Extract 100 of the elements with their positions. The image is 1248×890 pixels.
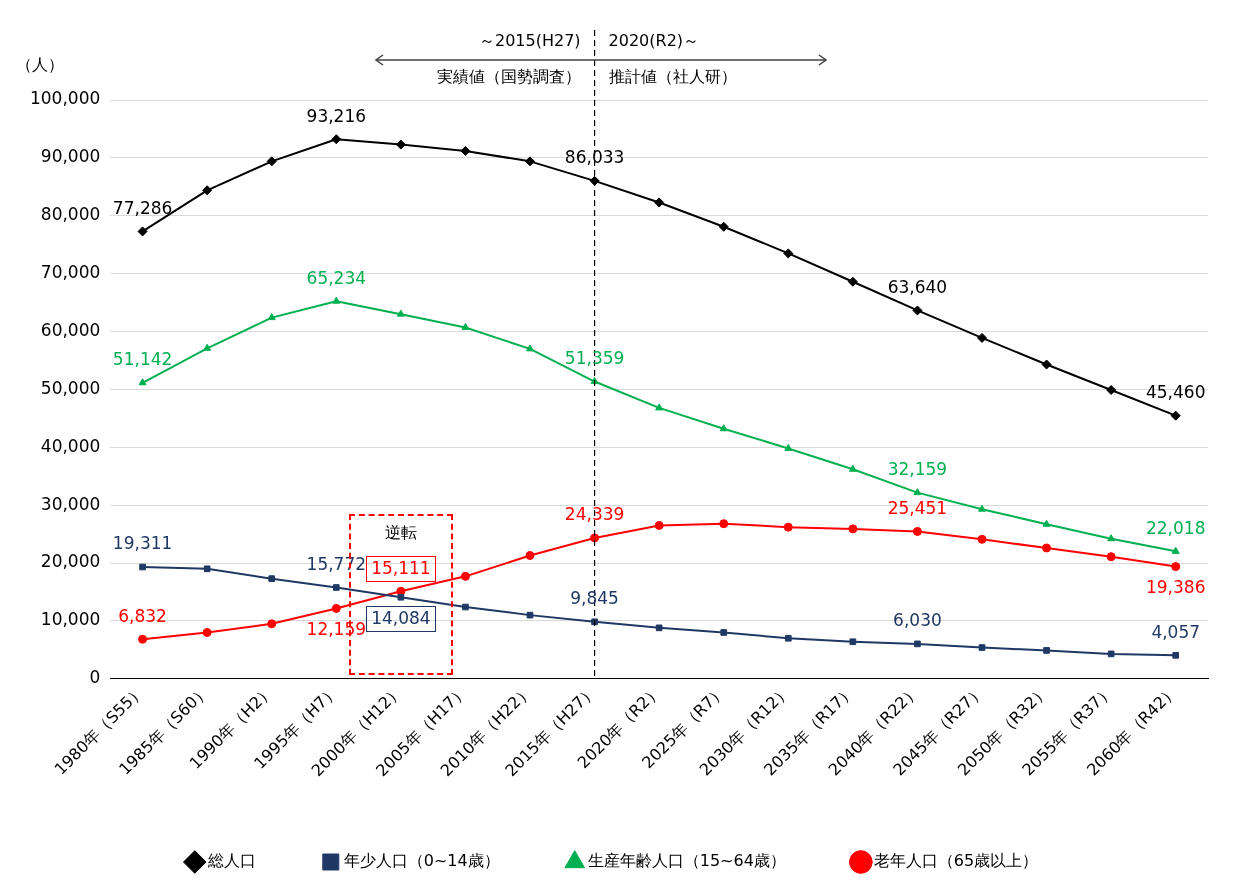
text: 推計値（社人研） [608, 67, 737, 87]
point [332, 584, 340, 591]
point [654, 197, 665, 208]
point [913, 488, 922, 496]
data-label: 45,460 [1145, 382, 1206, 403]
point [268, 575, 276, 582]
point [202, 185, 213, 196]
point [849, 638, 857, 646]
y-tick-label: 90,000 [40, 146, 101, 167]
data-label: 6,832 [118, 605, 167, 626]
text: ～2015(H27) [478, 31, 581, 51]
point [1171, 562, 1181, 572]
point [912, 526, 922, 536]
point [137, 226, 148, 237]
y-tick-label: 30,000 [40, 493, 101, 514]
point [396, 309, 405, 317]
y-tick-label: 0 [89, 667, 101, 688]
point [526, 344, 534, 352]
point [202, 627, 212, 637]
point [784, 634, 792, 642]
data-label: 12,159 [306, 618, 367, 639]
point [783, 522, 793, 532]
data-label: 15,772 [306, 553, 367, 574]
point [331, 134, 342, 145]
data-label: 63,640 [887, 276, 948, 297]
point [395, 139, 406, 150]
y-tick-label: 40,000 [40, 435, 101, 456]
point [203, 565, 211, 573]
y-tick-label: 60,000 [40, 319, 101, 340]
data-label: 15,111 [371, 557, 431, 578]
y-tick-label: 80,000 [40, 204, 101, 225]
y-tick-label: 70,000 [40, 262, 101, 283]
point [397, 593, 405, 601]
point [460, 571, 470, 581]
point [1107, 650, 1115, 658]
point [1043, 647, 1050, 654]
data-label: 19,311 [112, 533, 173, 554]
point [720, 629, 728, 636]
point [462, 603, 469, 611]
point [783, 248, 794, 259]
point [848, 524, 858, 534]
point [718, 221, 729, 232]
data-label: 19,386 [1145, 577, 1206, 597]
point [1106, 384, 1117, 395]
point [719, 424, 728, 432]
point [655, 403, 664, 411]
point [978, 504, 986, 512]
point [1172, 651, 1180, 659]
point [1106, 552, 1116, 562]
data-label: 93,216 [306, 105, 367, 126]
point [266, 156, 277, 167]
point [526, 611, 534, 619]
point [1042, 543, 1052, 553]
legend-label: 生産年齢人口（15~64歳） [587, 851, 786, 871]
y-tick-label: 50,000 [40, 377, 101, 398]
y-tick-label: 20,000 [40, 551, 101, 572]
point [139, 563, 146, 571]
data-label: 24,339 [564, 504, 625, 525]
point [655, 624, 663, 632]
point [847, 276, 858, 287]
data-label: 65,234 [306, 267, 367, 288]
data-label: 32,159 [887, 459, 948, 480]
point [1042, 519, 1051, 527]
point [719, 519, 729, 529]
point [848, 464, 857, 472]
text: 実績値（国勢調査） [436, 67, 581, 87]
point [138, 378, 147, 386]
point [203, 343, 212, 351]
y-axis-title: （人） [16, 55, 65, 75]
point [460, 145, 471, 156]
point [525, 551, 535, 561]
data-label: 51,142 [112, 349, 173, 370]
data-label: 25,451 [887, 497, 948, 518]
point [461, 322, 470, 330]
point [1171, 546, 1180, 554]
y-tick-label: 100,000 [29, 88, 101, 109]
point [1041, 359, 1052, 370]
point [978, 644, 986, 651]
point [914, 640, 921, 648]
legend-label: 年少人口（0~14歳） [343, 851, 500, 871]
point [331, 603, 341, 613]
data-label: 86,033 [564, 147, 625, 168]
data-label: 9,845 [570, 588, 619, 609]
point [138, 634, 148, 644]
point [589, 175, 600, 186]
point [977, 534, 987, 544]
point [590, 533, 600, 543]
text: 2020(R2)～ [608, 31, 700, 51]
point [1170, 410, 1181, 421]
data-label: 77,286 [112, 197, 173, 218]
legend-label: 総人口 [206, 851, 256, 871]
data-label: 4,057 [1151, 621, 1201, 642]
point [267, 313, 276, 321]
point [525, 156, 536, 167]
point [784, 443, 793, 451]
data-label: 51,359 [564, 347, 625, 368]
point [332, 296, 341, 304]
point [1107, 534, 1116, 542]
point [267, 619, 277, 629]
legend-label: 老年人口（65歳以上） [873, 851, 1039, 871]
